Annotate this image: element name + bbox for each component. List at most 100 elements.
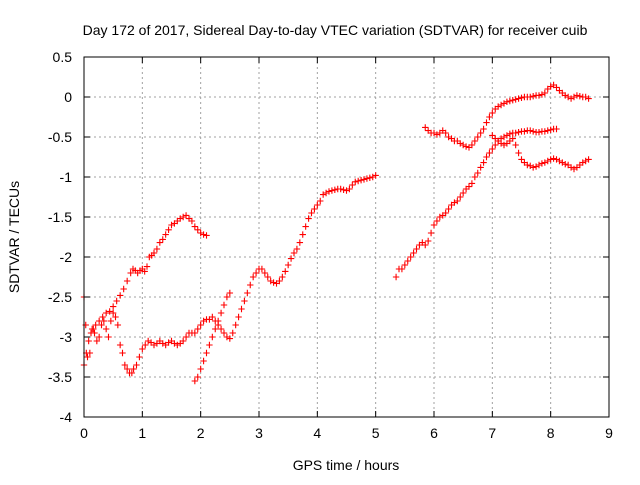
- data-point: [343, 187, 350, 194]
- data-point: [238, 305, 245, 313]
- data-point: [477, 164, 484, 171]
- data-point: [270, 279, 277, 286]
- data-point: [445, 133, 452, 141]
- data-point: [284, 261, 292, 269]
- data-point: [120, 285, 127, 293]
- data-point: [168, 221, 175, 229]
- data-point: [512, 141, 519, 149]
- data-point: [143, 263, 151, 270]
- x-tick-label: 4: [313, 425, 321, 441]
- data-point: [302, 223, 309, 230]
- data-point: [191, 223, 199, 230]
- data-point: [547, 126, 554, 133]
- x-axis-label: GPS time / hours: [293, 457, 400, 473]
- data-point: [90, 325, 97, 333]
- data-point: [550, 155, 557, 162]
- data-point: [214, 317, 222, 325]
- data-point: [465, 183, 473, 190]
- data-point: [282, 268, 289, 275]
- x-tick-label: 7: [488, 425, 496, 441]
- data-point: [553, 125, 560, 133]
- data-point: [529, 93, 537, 100]
- y-tick-label: -1: [60, 169, 73, 185]
- data-point: [459, 189, 467, 197]
- data-point: [468, 141, 476, 149]
- data-point: [515, 95, 522, 102]
- data-point: [541, 159, 549, 166]
- chart-title: Day 172 of 2017, Sidereal Day-to-day VTE…: [83, 22, 588, 38]
- data-point: [123, 277, 131, 285]
- data-point: [483, 119, 490, 126]
- data-point: [445, 205, 452, 213]
- data-point: [556, 157, 563, 165]
- data-point: [194, 325, 201, 333]
- data-point: [468, 180, 476, 187]
- data-point: [512, 96, 519, 103]
- data-point: [293, 245, 301, 253]
- data-point: [360, 176, 368, 183]
- data-point: [515, 149, 522, 157]
- data-point: [84, 353, 91, 361]
- data-point: [121, 361, 129, 369]
- data-point: [317, 197, 324, 205]
- data-point: [267, 277, 274, 285]
- data-point: [314, 201, 321, 209]
- data-point: [401, 261, 409, 269]
- data-point: [527, 127, 534, 134]
- data-point: [153, 245, 161, 253]
- y-tick-label: -3: [60, 329, 73, 345]
- data-point: [346, 185, 353, 193]
- data-point: [354, 177, 362, 185]
- data-point: [529, 164, 537, 171]
- data-point: [220, 329, 228, 337]
- data-point: [141, 268, 148, 275]
- data-point: [331, 186, 339, 193]
- data-point: [559, 159, 566, 166]
- data-point: [279, 273, 286, 281]
- data-point: [232, 321, 239, 329]
- x-tick-label: 0: [80, 425, 88, 441]
- data-point: [92, 321, 99, 329]
- data-point: [422, 241, 429, 249]
- data-point: [486, 113, 493, 121]
- data-point: [95, 317, 103, 325]
- data-point: [349, 181, 356, 189]
- data-point: [328, 187, 336, 194]
- y-tick-label: -4: [60, 409, 73, 425]
- y-tick-label: 0.5: [53, 49, 73, 65]
- data-point: [457, 193, 464, 201]
- data-point: [112, 313, 119, 321]
- data-point: [392, 273, 400, 281]
- data-point: [340, 186, 347, 193]
- data-point: [573, 92, 581, 99]
- data-point: [480, 159, 487, 166]
- data-point: [433, 217, 441, 225]
- data-point: [506, 97, 514, 105]
- data-point: [357, 177, 365, 184]
- data-point: [474, 169, 481, 177]
- data-point: [200, 357, 207, 365]
- data-point: [133, 361, 140, 369]
- x-tick-label: 9: [605, 425, 613, 441]
- data-point: [398, 265, 406, 273]
- data-point: [203, 232, 210, 239]
- data-point: [276, 277, 283, 285]
- data-point: [535, 129, 543, 136]
- data-point: [462, 143, 470, 150]
- data-point: [518, 156, 525, 163]
- data-point: [486, 149, 493, 157]
- data-point: [509, 135, 516, 142]
- data-point: [524, 161, 531, 169]
- data-point: [430, 221, 438, 229]
- data-point: [102, 325, 110, 333]
- x-tick-label: 5: [372, 425, 380, 441]
- data-point: [220, 301, 228, 309]
- data-point: [150, 249, 158, 257]
- data-point: [503, 98, 511, 105]
- data-point: [337, 185, 344, 193]
- data-point: [562, 161, 569, 168]
- data-point: [95, 333, 103, 341]
- data-point: [191, 329, 199, 337]
- data-point: [503, 132, 511, 139]
